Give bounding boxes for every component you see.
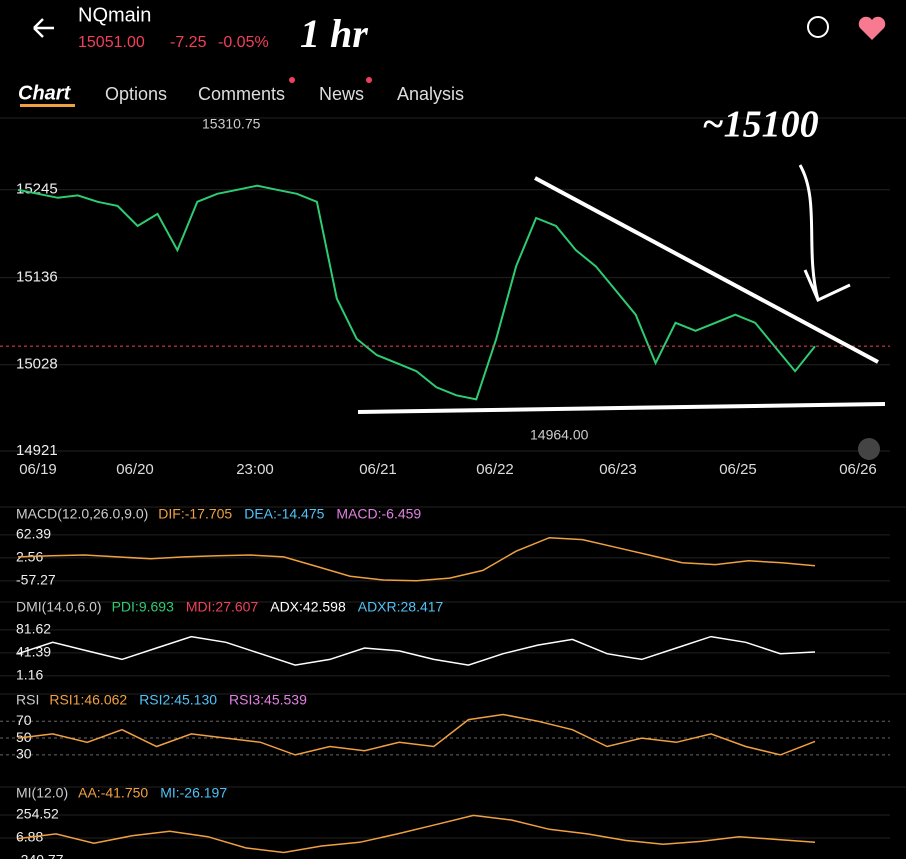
indicator-value: DIF:-17.705 — [158, 506, 232, 522]
indicator-value: RSI3:45.539 — [229, 692, 307, 708]
dmi-line — [17, 635, 816, 666]
price: 15051.00 — [78, 34, 145, 51]
resistance-line — [534, 176, 879, 364]
indicator-value: PDI:9.693 — [112, 599, 174, 615]
indicator-title: DMI(14.0,6.0) — [16, 599, 102, 615]
badge — [366, 77, 372, 83]
x-tick-label: 06/19 — [19, 461, 57, 478]
indicator-value: ADX:42.598 — [270, 599, 346, 615]
y-tick-label: 30 — [16, 746, 32, 762]
price-line — [17, 184, 816, 401]
indicator-value: RSI2:45.130 — [139, 692, 217, 708]
tab[interactable]: Analysis — [397, 84, 464, 104]
x-tick-label: 23:00 — [236, 461, 274, 478]
x-tick-label: 06/23 — [599, 461, 637, 478]
tab[interactable]: News — [319, 84, 364, 104]
y-tick-label: 14921 — [16, 442, 58, 459]
y-tick-label: 70 — [16, 712, 32, 728]
y-tick-label: 81.62 — [16, 621, 51, 637]
y-tick-label: 254.52 — [16, 806, 59, 822]
badge — [289, 77, 295, 83]
arrow — [798, 164, 851, 303]
indicator-value: MACD:-6.459 — [336, 506, 421, 522]
rsi-line — [17, 713, 816, 756]
mi-line — [17, 814, 816, 854]
indicator-value: AA:-41.750 — [78, 785, 148, 801]
x-tick-label: 06/21 — [359, 461, 397, 478]
indicator-value: MI:-26.197 — [160, 785, 227, 801]
y-tick-label: 15245 — [16, 181, 58, 198]
support-line — [357, 402, 886, 414]
x-tick-label: 06/22 — [476, 461, 514, 478]
indicator-value: ADXR:28.417 — [358, 599, 444, 615]
y-tick-label: -240.77 — [16, 852, 64, 859]
tab-active[interactable]: Chart — [18, 82, 72, 104]
x-tick-label: 06/26 — [839, 461, 877, 478]
indicator-value: RSI1:46.062 — [49, 692, 127, 708]
tab[interactable]: Options — [105, 84, 167, 104]
low-label: 14964.00 — [530, 427, 589, 443]
high-label: 15310.75 — [202, 116, 261, 132]
change: -7.25 — [170, 34, 207, 51]
search-icon[interactable] — [807, 16, 829, 38]
x-tick-label: 06/20 — [116, 461, 154, 478]
y-tick-label: 15028 — [16, 356, 58, 373]
indicator-value: DEA:-14.475 — [244, 506, 324, 522]
y-tick-label: 15136 — [16, 269, 58, 286]
indicator-title: RSI — [16, 692, 39, 708]
x-tick-label: 06/25 — [719, 461, 757, 478]
change-pct: -0.05% — [218, 34, 269, 51]
back-button[interactable] — [33, 18, 54, 38]
macd-line — [17, 536, 816, 582]
indicator-value: MDI:27.607 — [186, 599, 259, 615]
tab[interactable]: Comments — [198, 84, 285, 104]
favorite-icon[interactable] — [858, 16, 886, 40]
y-tick-label: 1.16 — [16, 667, 43, 683]
y-tick-label: -57.27 — [16, 572, 56, 588]
handwritten-note: 1 hr — [300, 11, 368, 56]
fullscreen-button[interactable] — [858, 438, 880, 460]
indicator-title: MI(12.0) — [16, 785, 68, 801]
plots: 15245 15136 15028 14921 06/19 06/20 23:00 06/21… — [0, 104, 906, 859]
symbol: NQmain — [78, 4, 151, 26]
y-tick-label: 62.39 — [16, 526, 51, 542]
target-note: ~15100 — [702, 104, 819, 146]
tab-underline — [20, 104, 75, 107]
y-tick-label: 41.39 — [16, 644, 51, 660]
indicator-title: MACD(12.0,26.0,9.0) — [16, 506, 148, 522]
